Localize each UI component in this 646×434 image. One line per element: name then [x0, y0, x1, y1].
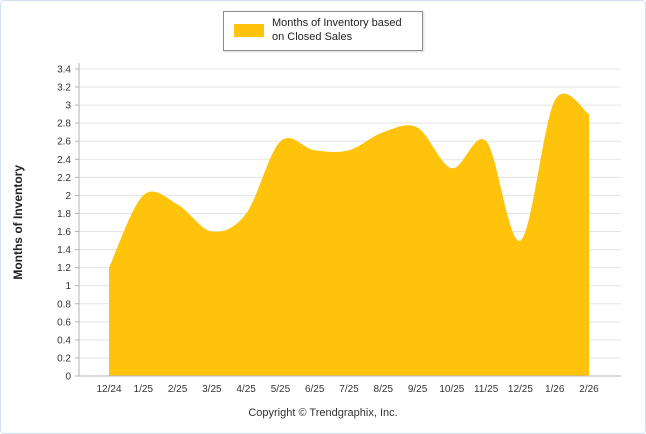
- svg-text:0.6: 0.6: [57, 317, 71, 328]
- svg-text:12/24: 12/24: [96, 384, 121, 395]
- svg-text:1.4: 1.4: [57, 245, 71, 256]
- svg-text:0.4: 0.4: [57, 335, 71, 346]
- y-axis-title: Months of Inventory: [11, 165, 25, 280]
- y-axis-ticks: 0 0.2 0.4 0.6 0.8 1 1.2 1.4 1.6 1.8 2 2.2 2.4 2.6 2.8 3…: [57, 65, 79, 383]
- svg-text:4/25: 4/25: [236, 384, 256, 395]
- svg-text:11/25: 11/25: [474, 384, 499, 395]
- svg-text:0.2: 0.2: [57, 353, 71, 364]
- svg-text:6/25: 6/25: [305, 384, 325, 395]
- svg-text:5/25: 5/25: [271, 384, 291, 395]
- svg-text:1/25: 1/25: [134, 384, 154, 395]
- svg-text:2.6: 2.6: [57, 137, 71, 148]
- svg-text:0.8: 0.8: [57, 299, 71, 310]
- x-axis-labels: 12/24 1/25 2/25 3/25 4/25 5/25 6/25 7/25 8/25 9/2…: [96, 384, 599, 395]
- svg-text:1: 1: [65, 281, 71, 292]
- legend-swatch: [234, 24, 264, 38]
- svg-text:10/25: 10/25: [439, 384, 464, 395]
- svg-text:3.4: 3.4: [57, 65, 71, 76]
- svg-text:3.2: 3.2: [57, 83, 71, 94]
- y-axis-title-wrap: Months of Inventory: [11, 69, 25, 376]
- area-series: [109, 93, 589, 376]
- svg-text:3: 3: [65, 101, 71, 112]
- svg-text:1/26: 1/26: [545, 384, 565, 395]
- axes: [78, 63, 621, 377]
- legend-label: Months of Inventory based on Closed Sale…: [272, 17, 402, 43]
- svg-text:8/25: 8/25: [374, 384, 394, 395]
- chart-legend: Months of Inventory based on Closed Sale…: [223, 11, 423, 51]
- svg-text:7/25: 7/25: [339, 384, 359, 395]
- svg-text:1.2: 1.2: [57, 263, 71, 274]
- svg-text:1.6: 1.6: [57, 227, 71, 238]
- svg-text:1.8: 1.8: [57, 209, 71, 220]
- svg-text:0: 0: [65, 372, 71, 383]
- svg-text:2.8: 2.8: [57, 119, 71, 130]
- svg-text:12/25: 12/25: [508, 384, 533, 395]
- copyright-text: Copyright © Trendgraphix, Inc.: [248, 407, 398, 419]
- svg-text:2.4: 2.4: [57, 155, 71, 166]
- svg-text:2.2: 2.2: [57, 173, 71, 184]
- svg-text:3/25: 3/25: [202, 384, 222, 395]
- svg-text:2: 2: [65, 191, 71, 202]
- svg-text:2/25: 2/25: [168, 384, 188, 395]
- svg-text:9/25: 9/25: [408, 384, 428, 395]
- svg-text:2/26: 2/26: [579, 384, 599, 395]
